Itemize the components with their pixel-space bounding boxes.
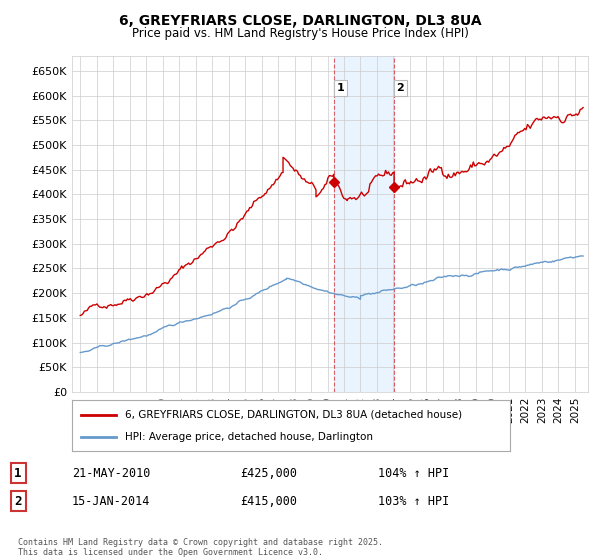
Text: 6, GREYFRIARS CLOSE, DARLINGTON, DL3 8UA: 6, GREYFRIARS CLOSE, DARLINGTON, DL3 8UA: [119, 14, 481, 28]
Text: 103% ↑ HPI: 103% ↑ HPI: [378, 494, 449, 508]
Text: 2: 2: [397, 83, 404, 93]
Text: 21-MAY-2010: 21-MAY-2010: [72, 466, 151, 480]
Text: £415,000: £415,000: [240, 494, 297, 508]
Bar: [334, 56, 394, 392]
Text: 6, GREYFRIARS CLOSE, DARLINGTON, DL3 8UA (detached house): 6, GREYFRIARS CLOSE, DARLINGTON, DL3 8UA…: [125, 409, 461, 419]
Text: HPI: Average price, detached house, Darlington: HPI: Average price, detached house, Darl…: [125, 432, 373, 442]
Text: Contains HM Land Registry data © Crown copyright and database right 2025.
This d: Contains HM Land Registry data © Crown c…: [18, 538, 383, 557]
Text: 1: 1: [14, 466, 22, 480]
Text: 2: 2: [14, 494, 22, 508]
Text: £425,000: £425,000: [240, 466, 297, 480]
Text: 15-JAN-2014: 15-JAN-2014: [72, 494, 151, 508]
Text: 1: 1: [337, 83, 344, 93]
Text: Price paid vs. HM Land Registry's House Price Index (HPI): Price paid vs. HM Land Registry's House …: [131, 27, 469, 40]
Text: 104% ↑ HPI: 104% ↑ HPI: [378, 466, 449, 480]
